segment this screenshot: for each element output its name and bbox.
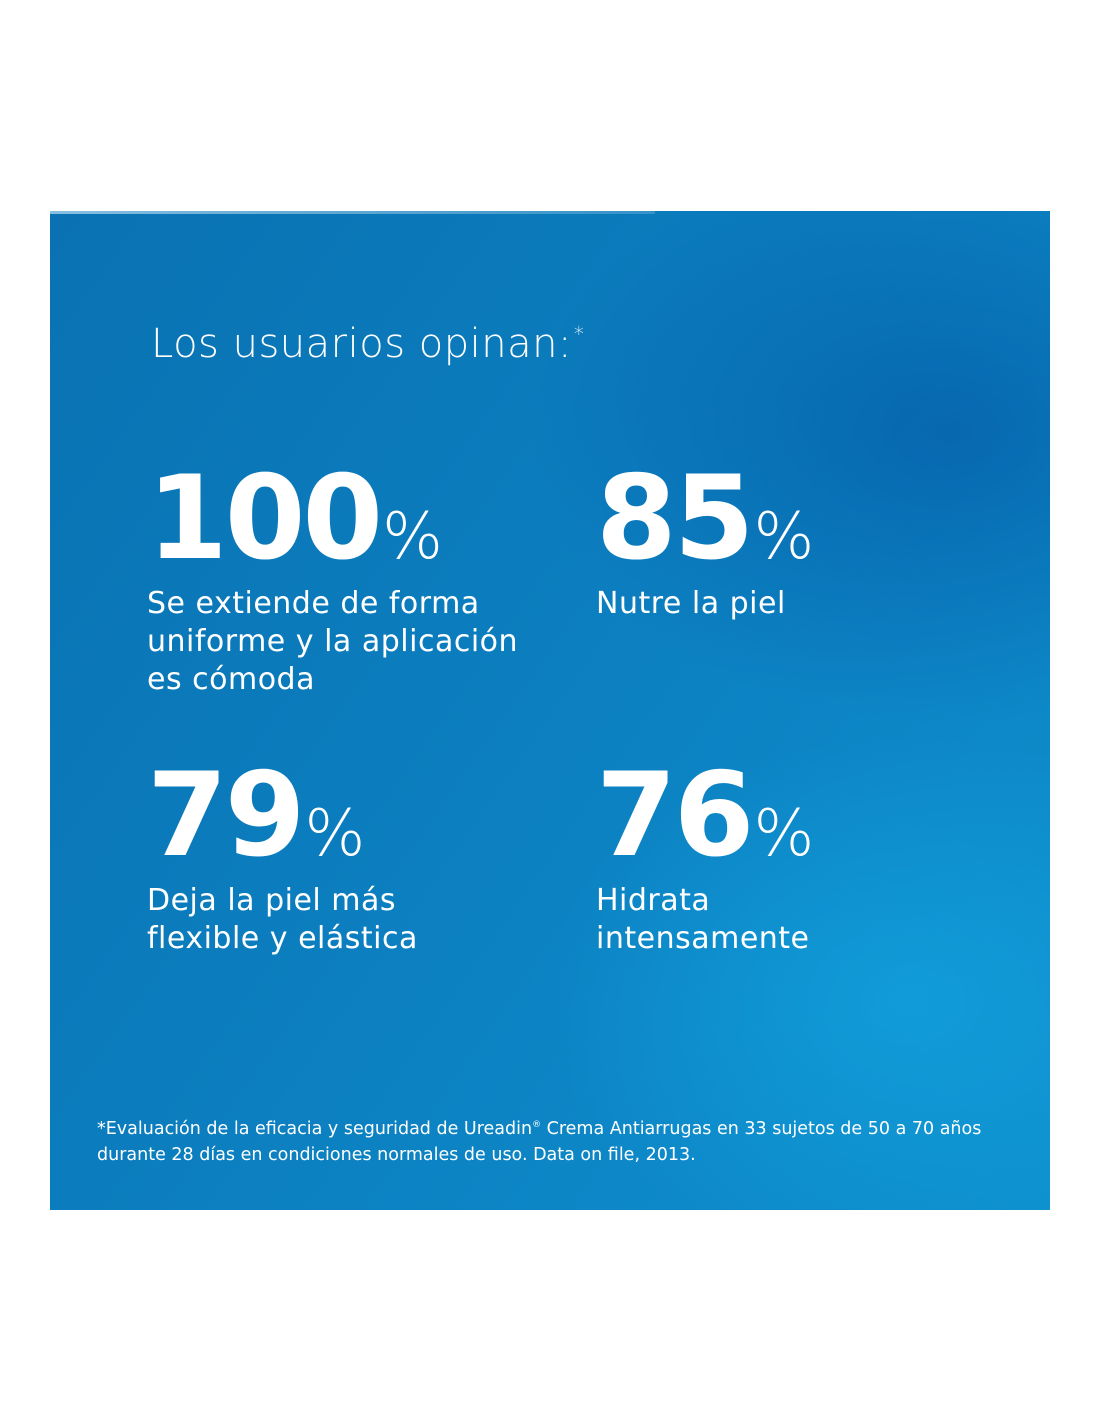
footnote-text-start: *Evaluación de la eficacia y seguridad d… <box>97 1119 533 1139</box>
stat-label-line: Se extiende de forma <box>147 586 480 621</box>
stat-label-line: Nutre la piel <box>596 586 786 621</box>
stat-number: 76 <box>596 748 754 883</box>
stat-label-line: es cómoda <box>147 662 315 697</box>
stat-number: 85 <box>596 451 754 586</box>
footnote-text-end: Crema Antiarrugas en 33 sujetos de 50 a … <box>97 1119 982 1165</box>
stat-label: Deja la piel más flexible y elástica <box>147 882 587 958</box>
stat-label-line: uniforme y la aplicación <box>147 624 519 659</box>
stat-value: 76% <box>596 758 1016 874</box>
stat-label-line: Hidrata <box>596 883 711 918</box>
percent-sign: % <box>753 797 815 871</box>
stat-label: Se extiende de forma uniforme y la aplic… <box>147 585 587 699</box>
stat-nourishes-skin: 85% Nutre la piel <box>596 461 1016 623</box>
panel-top-highlight <box>50 211 655 214</box>
stat-value: 100% <box>147 461 587 577</box>
stat-label-line: flexible y elástica <box>147 921 418 956</box>
stat-value: 85% <box>596 461 1016 577</box>
stat-label-line: intensamente <box>596 921 810 956</box>
stat-label: Hidrata intensamente <box>596 882 1016 958</box>
stat-label-line: Deja la piel más <box>147 883 397 918</box>
stat-flexible-elastic: 79% Deja la piel más flexible y elástica <box>147 758 587 958</box>
percent-sign: % <box>382 500 443 574</box>
panel-heading: Los usuarios opinan: * <box>151 321 584 367</box>
stat-label: Nutre la piel <box>596 585 1016 623</box>
registered-mark: ® <box>532 1120 542 1130</box>
stat-number: 100 <box>147 451 383 586</box>
percent-sign: % <box>304 797 366 871</box>
percent-sign: % <box>753 500 815 574</box>
stat-hydrates: 76% Hidrata intensamente <box>596 758 1016 958</box>
stat-number: 79 <box>147 748 305 883</box>
stats-panel: Los usuarios opinan: * 100% Se extiende d… <box>50 211 1050 1210</box>
stat-value: 79% <box>147 758 587 874</box>
study-footnote: *Evaluación de la eficacia y seguridad d… <box>97 1112 1027 1168</box>
heading-asterisk: * <box>573 322 585 346</box>
heading-text: Los usuarios opinan: <box>151 321 572 367</box>
stat-spreads-evenly: 100% Se extiende de forma uniforme y la … <box>147 461 587 699</box>
